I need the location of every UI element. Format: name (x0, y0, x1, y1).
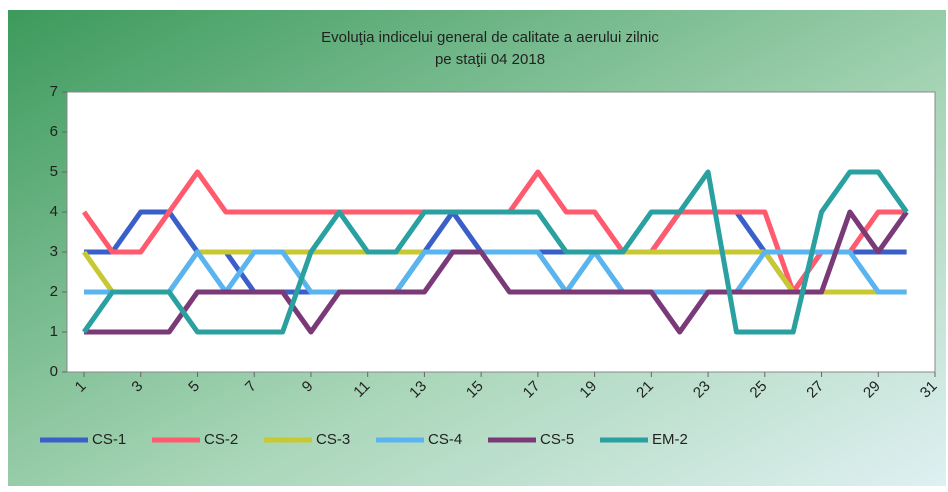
series-line (84, 249, 907, 295)
y-tick-label: 1 (50, 323, 58, 340)
legend-label: CS-1 (92, 431, 126, 448)
legend-label: EM-2 (652, 431, 688, 448)
y-tick-label: 6 (50, 123, 58, 140)
y-tick-label: 2 (50, 283, 58, 300)
legend-label: CS-3 (316, 431, 350, 448)
y-tick-label: 0 (50, 363, 58, 380)
y-tick-label: 7 (50, 83, 58, 100)
legend-label: CS-2 (204, 431, 238, 448)
y-tick-label: 5 (50, 163, 58, 180)
plot-area (66, 91, 936, 373)
legend-label: CS-5 (540, 431, 574, 448)
chart-subtitle: pe staţii 04 2018 (435, 51, 545, 68)
series-line (84, 209, 909, 335)
legend-label: CS-4 (428, 431, 462, 448)
y-tick-label: 4 (50, 203, 58, 220)
chart-title: Evoluţia indicelui general de calitate a… (321, 29, 659, 46)
y-tick-label: 3 (50, 243, 58, 260)
series-line (81, 169, 909, 335)
